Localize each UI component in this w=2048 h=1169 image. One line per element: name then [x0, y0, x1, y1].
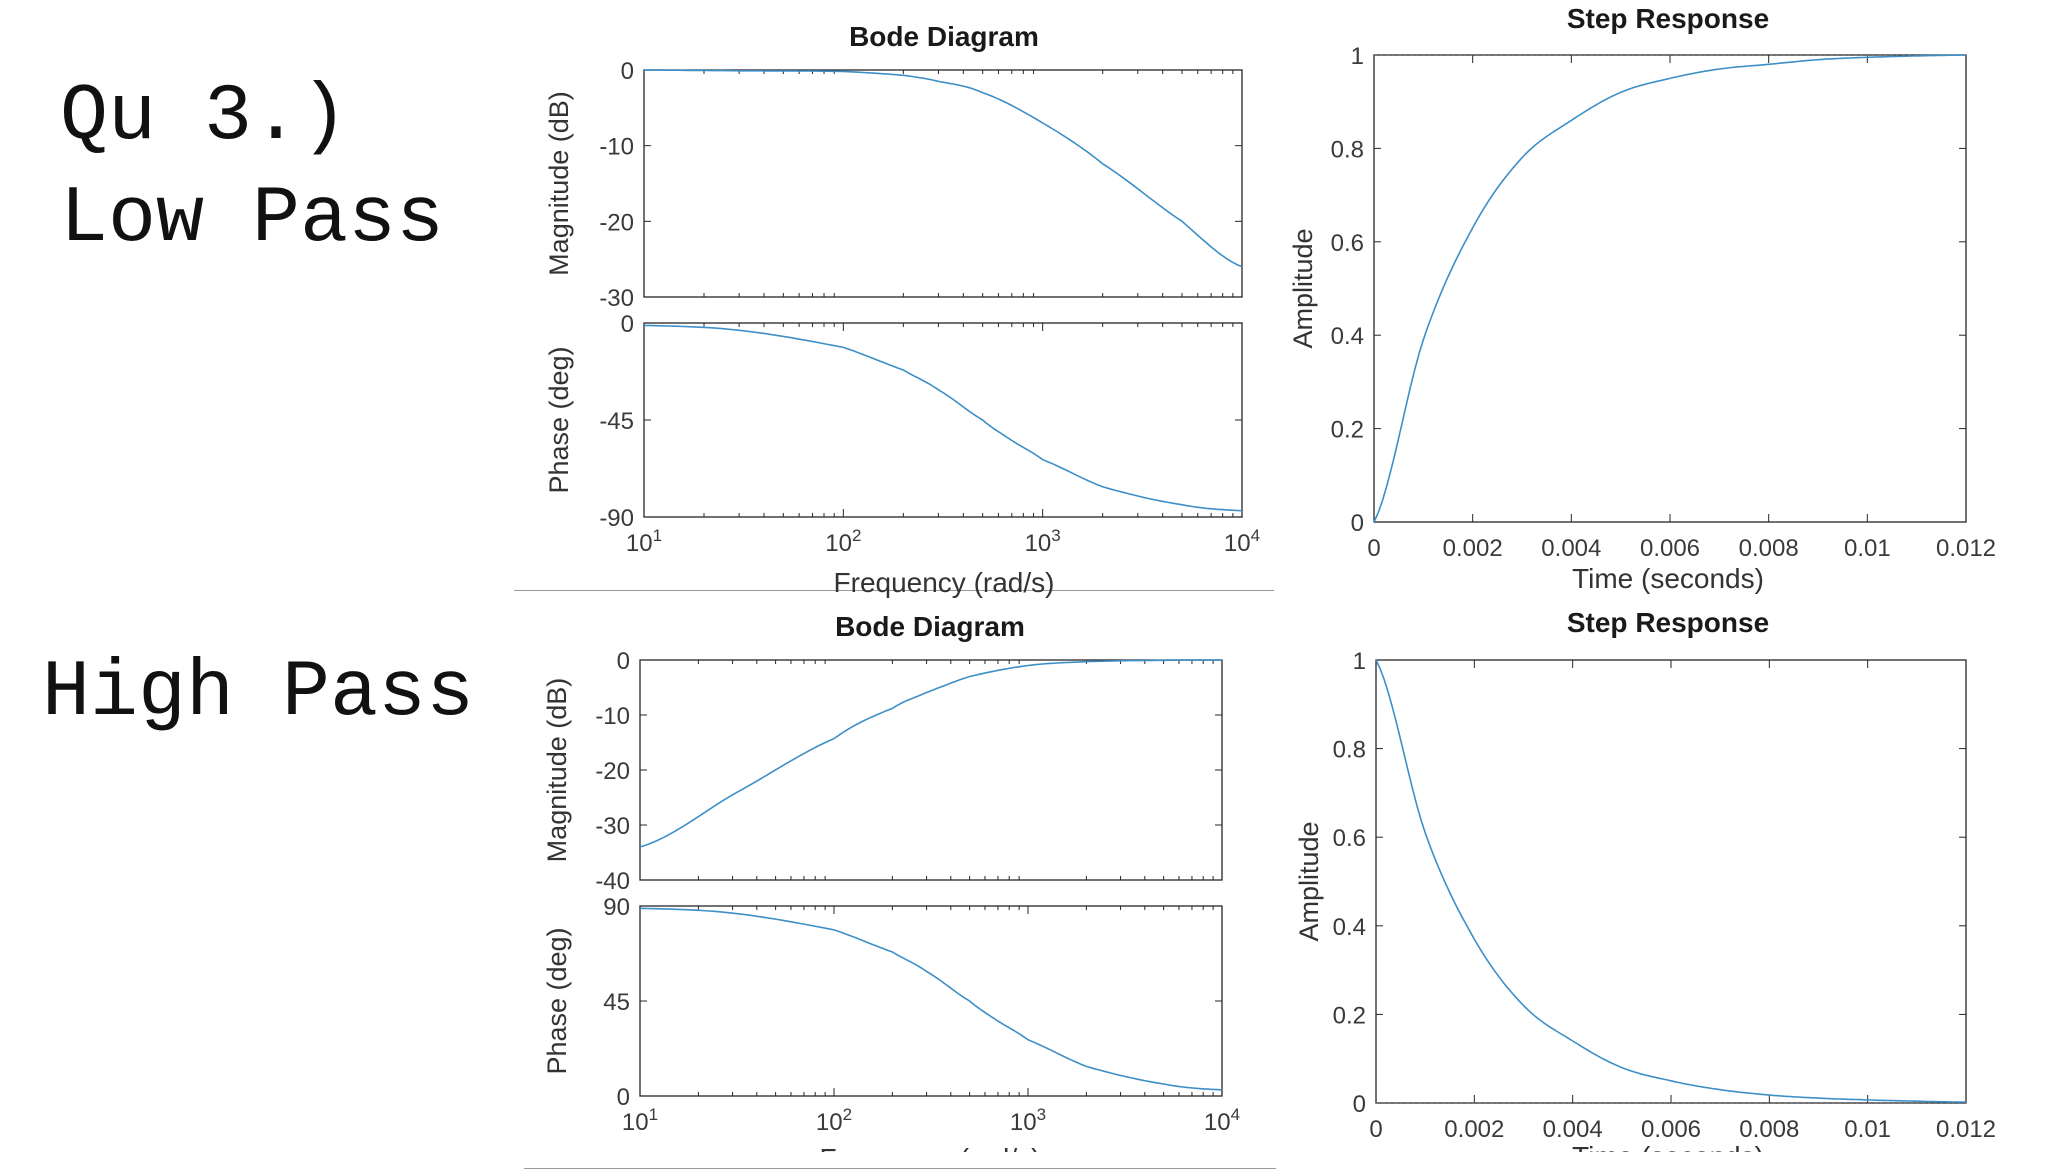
hp-step-x-tick-label: 0.002 — [1444, 1116, 1504, 1143]
lp-bode-mag-axes-box — [643, 69, 1243, 298]
hp-step-y-axis-label: Amplitude — [1294, 821, 1324, 941]
lp-bode-phase-series-line — [643, 324, 1243, 512]
hp-bode-phase-y-tick-label: 90 — [603, 894, 630, 921]
hp-bode-mag-y-tick-label: -40 — [595, 868, 630, 895]
lp-bode-mag-y-tick-label: -30 — [599, 285, 634, 312]
hp-bode-phase-x-tick-label: 102 — [816, 1105, 852, 1136]
lp-step-y-tick-label: 1 — [1351, 43, 1364, 70]
hp-bode-mag-y-axis-label: Magnitude (dB) — [542, 678, 572, 863]
question-label: Qu 3.) — [60, 72, 349, 163]
hp-bode-mag-y-tick-label: -10 — [595, 703, 630, 730]
lp-bode-mag-y-tick-label: 0 — [621, 58, 634, 85]
lp-step-x-tick-label: 0.012 — [1936, 535, 1996, 562]
lp-step-x-axis-label: Time (seconds) — [1572, 563, 1764, 594]
lp-bode-phase-x-tick-label: 103 — [1025, 526, 1061, 557]
hp-bode-phase-x-tick-exponent: 3 — [1037, 1105, 1046, 1124]
lp-step-x-tick-label: 0.002 — [1443, 535, 1503, 562]
lp-bode-phase-x-tick-exponent: 3 — [1051, 526, 1060, 545]
hp-bode-phase-x-tick-exponent: 2 — [843, 1105, 852, 1124]
lp-bode-mag-y-tick-label: -20 — [599, 209, 634, 236]
high-pass-label: High Pass — [42, 648, 475, 739]
hp-step-x-tick-label: 0.01 — [1844, 1116, 1891, 1143]
hp-bode-phase-x-tick-label: 101 — [622, 1105, 658, 1136]
hp-step-x-tick-label: 0 — [1369, 1116, 1382, 1143]
hp-step-y-tick-label: 0.4 — [1333, 914, 1366, 941]
hp-bode-phase-y-tick-label: 0 — [617, 1084, 630, 1111]
hp-bode-phase-y-axis-label: Phase (deg) — [542, 927, 572, 1074]
hp-bode-phase-x-tick-label: 104 — [1204, 1105, 1240, 1136]
hp-bode-mag-title: Bode Diagram — [835, 611, 1025, 642]
hp-bode-phase-axes-box — [639, 905, 1223, 1097]
hp-step-title: Step Response — [1567, 607, 1769, 638]
lp-bode-phase-y-tick-label: -45 — [599, 408, 634, 435]
lp-step-x-tick-label: 0.006 — [1640, 535, 1700, 562]
hp-step-y-tick-label: 0.8 — [1333, 737, 1366, 764]
lp-bode-phase-x-tick-label: 104 — [1224, 526, 1260, 557]
lp-bode-phase-axes-box — [643, 322, 1243, 518]
hp-step-y-tick-label: 0 — [1353, 1091, 1366, 1118]
hp-bode-phase-x-tick-exponent: 4 — [1231, 1105, 1240, 1124]
hp-step-axes-box — [1375, 659, 1967, 1104]
hp-step-x-tick-label: 0.006 — [1641, 1116, 1701, 1143]
hp-bode-phase-x-tick-label: 103 — [1010, 1105, 1046, 1136]
top-divider — [514, 590, 1274, 591]
lp-step-x-tick-label: 0 — [1367, 535, 1380, 562]
lp-bode-phase-x-tick-label: 101 — [626, 526, 662, 557]
hp-step-y-tick-label: 0.6 — [1333, 825, 1366, 852]
hp-bode-mag-y-tick-label: 0 — [617, 648, 630, 675]
lp-bode-phase-y-axis-label: Phase (deg) — [544, 346, 574, 493]
hp-step-series-line — [1375, 659, 1966, 1103]
hp-bode-mag-y-tick-label: -20 — [595, 758, 630, 785]
hp-step-y-tick-label: 0.2 — [1333, 1002, 1366, 1029]
hp-step-y-tick-label: 1 — [1353, 648, 1366, 675]
lp-bode-mag-title: Bode Diagram — [849, 21, 1039, 52]
hp-bode-mag-axes-box — [639, 659, 1223, 881]
lp-step-series-line — [1373, 54, 1966, 523]
lp-step-y-tick-label: 0 — [1351, 510, 1364, 537]
lp-step-x-tick-label: 0.008 — [1739, 535, 1799, 562]
hp-step-x-tick-label: 0.008 — [1739, 1116, 1799, 1143]
hp-bode-phase-y-tick-label: 45 — [603, 989, 630, 1016]
lp-bode-phase-y-tick-label: 0 — [621, 311, 634, 338]
hp-bode-mag-y-tick-label: -30 — [595, 813, 630, 840]
lp-step-title: Step Response — [1567, 3, 1769, 34]
lp-step-y-tick-label: 0.4 — [1331, 323, 1364, 350]
hp-step-x-axis-label: Time (seconds) — [1572, 1141, 1764, 1152]
lp-bode-phase-x-tick-exponent: 4 — [1251, 526, 1260, 545]
lp-bode-mag-y-tick-label: -10 — [599, 134, 634, 161]
lp-step-y-tick-label: 0.8 — [1331, 136, 1364, 163]
hp-step-x-tick-label: 0.004 — [1543, 1116, 1603, 1143]
low-pass-label: Low Pass — [60, 174, 445, 265]
hp-bode-mag-series-line — [639, 659, 1222, 848]
hp-step-x-tick-label: 0.012 — [1936, 1116, 1996, 1143]
lp-bode-phase-x-axis-label: Frequency (rad/s) — [834, 567, 1055, 598]
lp-step-x-tick-label: 0.01 — [1844, 535, 1891, 562]
lp-step-axes-box — [1373, 54, 1967, 523]
lp-step-y-tick-label: 0.2 — [1331, 417, 1364, 444]
hp-bode-phase-x-tick-exponent: 1 — [649, 1105, 658, 1124]
hp-bode-phase-x-axis-label: Frequency (rad/s) — [820, 1143, 1041, 1152]
lp-bode-phase-x-tick-exponent: 1 — [653, 526, 662, 545]
lp-step-y-axis-label: Amplitude — [1288, 228, 1318, 348]
lp-bode-phase-x-tick-label: 102 — [825, 526, 861, 557]
lp-step-y-tick-label: 0.6 — [1331, 230, 1364, 257]
lp-bode-phase-y-tick-label: -90 — [599, 505, 634, 532]
lp-step-x-tick-label: 0.004 — [1541, 535, 1601, 562]
lp-bode-phase-x-tick-exponent: 2 — [852, 526, 861, 545]
lp-bode-mag-y-axis-label: Magnitude (dB) — [544, 91, 574, 276]
lp-bode-mag-series-line — [644, 69, 1243, 268]
hp-bode-phase-series-line — [639, 907, 1223, 1091]
